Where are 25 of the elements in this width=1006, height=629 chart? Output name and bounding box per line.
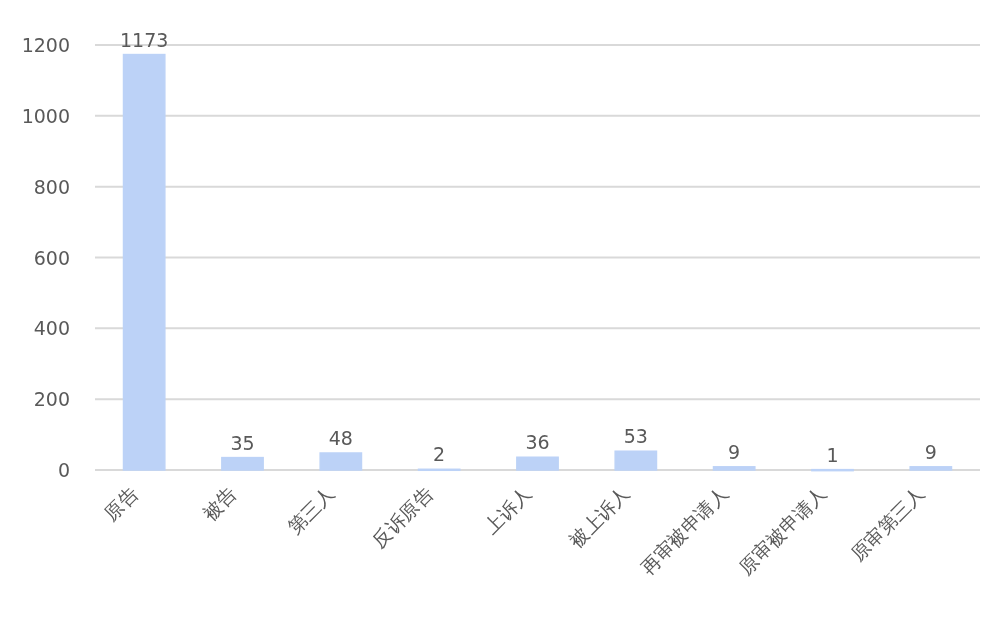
x-tick-label: 原审被申请人: [734, 482, 831, 579]
data-label: 9: [728, 440, 741, 463]
x-tick-label: 原告: [99, 482, 142, 525]
x-tick-label: 上诉人: [479, 482, 536, 539]
data-label: 9: [924, 440, 937, 463]
y-tick-label: 1200: [21, 34, 70, 56]
data-label: 35: [230, 431, 255, 454]
x-tick-label: 第三人: [282, 482, 339, 539]
y-tick-label: 400: [33, 317, 70, 340]
data-label: 1: [826, 443, 839, 466]
x-tick-label: 反诉原告: [367, 482, 437, 552]
data-label: 53: [623, 425, 648, 448]
data-label: 2: [433, 443, 446, 466]
y-tick-label: 600: [33, 246, 70, 269]
data-label: 1173: [119, 28, 169, 51]
x-tick-label: 被告: [197, 482, 241, 525]
x-tick-label: 原审第三人: [845, 482, 929, 565]
x-tick-label: 再审被申请人: [635, 482, 732, 579]
y-tick-label: 800: [33, 175, 70, 198]
y-tick-label: 1000: [21, 104, 70, 127]
y-tick-label: 0: [57, 459, 70, 481]
y-tick-label: 200: [33, 388, 70, 411]
x-tick-label: 被上诉人: [564, 482, 634, 552]
data-label: 48: [328, 427, 353, 449]
data-label: 36: [525, 431, 550, 454]
